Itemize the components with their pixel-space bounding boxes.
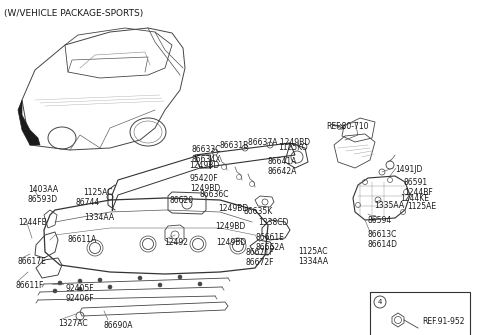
- Text: 1249BD: 1249BD: [218, 204, 248, 213]
- Text: 86744: 86744: [76, 198, 100, 207]
- Text: 86641A
86642A: 86641A 86642A: [268, 157, 298, 176]
- Text: 86635K: 86635K: [244, 207, 273, 216]
- Text: 1125AC: 1125AC: [298, 247, 327, 256]
- Circle shape: [178, 275, 182, 279]
- Text: 1244KE: 1244KE: [400, 194, 429, 203]
- Bar: [370, 292, 470, 335]
- Text: 1338CD: 1338CD: [258, 218, 288, 227]
- Text: 86613C
86614D: 86613C 86614D: [367, 230, 397, 249]
- Circle shape: [78, 279, 82, 283]
- Text: 86637A 1249BD: 86637A 1249BD: [248, 138, 310, 147]
- Text: 1125KO: 1125KO: [278, 143, 308, 152]
- Text: 1249BD: 1249BD: [189, 161, 219, 170]
- Text: 1334AA: 1334AA: [84, 213, 114, 222]
- Text: REF.80-710: REF.80-710: [326, 122, 369, 131]
- Text: 86611A: 86611A: [68, 235, 97, 244]
- Text: 1249BD: 1249BD: [215, 222, 245, 231]
- Text: 86591
1244BF: 86591 1244BF: [404, 178, 433, 197]
- Text: 1327AC: 1327AC: [58, 319, 88, 328]
- Text: 86661E
86662A: 86661E 86662A: [256, 233, 286, 252]
- Text: 86594: 86594: [368, 216, 392, 225]
- Text: (W/VEHICLE PACKAGE-SPORTS): (W/VEHICLE PACKAGE-SPORTS): [4, 9, 143, 18]
- Text: 86611F: 86611F: [15, 281, 43, 290]
- Text: 1403AA
86593D: 1403AA 86593D: [28, 185, 58, 204]
- Text: REF.91-952: REF.91-952: [422, 318, 465, 327]
- Circle shape: [78, 287, 82, 291]
- Text: 1244FB: 1244FB: [18, 218, 47, 227]
- Text: 86636C: 86636C: [200, 190, 229, 199]
- Text: 92405F
92406F: 92405F 92406F: [65, 284, 94, 303]
- Text: 86617E: 86617E: [18, 257, 47, 266]
- Text: 86631B: 86631B: [220, 141, 249, 150]
- Text: 86671F
86672F: 86671F 86672F: [246, 248, 275, 267]
- Text: 12492: 12492: [164, 238, 188, 247]
- Text: 1125AE: 1125AE: [407, 202, 436, 211]
- Polygon shape: [18, 100, 40, 145]
- Circle shape: [98, 278, 102, 282]
- Text: 1125AC: 1125AC: [83, 188, 112, 197]
- Text: 86620: 86620: [170, 196, 194, 205]
- Circle shape: [53, 289, 57, 293]
- Text: 1334AA: 1334AA: [298, 257, 328, 266]
- Text: 86633C
86634X: 86633C 86634X: [192, 145, 221, 164]
- Circle shape: [138, 276, 142, 280]
- Circle shape: [198, 282, 202, 286]
- Circle shape: [108, 285, 112, 289]
- Text: 1249BD: 1249BD: [216, 238, 246, 247]
- Circle shape: [58, 281, 62, 285]
- Text: 1335AA: 1335AA: [374, 201, 404, 210]
- Text: 95420F
1249BD: 95420F 1249BD: [190, 174, 220, 193]
- Text: 4: 4: [378, 299, 382, 305]
- Circle shape: [158, 283, 162, 287]
- Text: 1491JD: 1491JD: [395, 165, 422, 174]
- Text: 86690A: 86690A: [104, 321, 133, 330]
